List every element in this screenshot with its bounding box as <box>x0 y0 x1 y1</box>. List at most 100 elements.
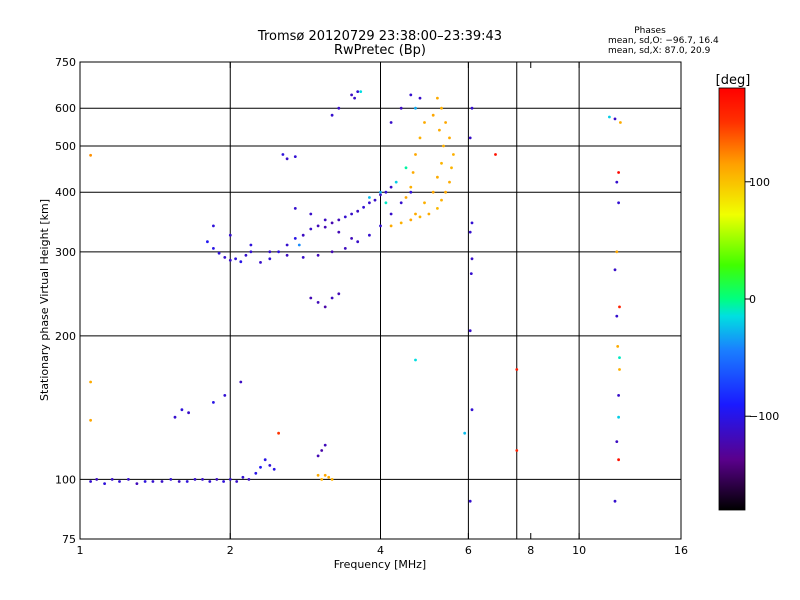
x-tick-label: 16 <box>674 544 688 557</box>
data-point <box>223 256 227 259</box>
data-point <box>89 480 92 483</box>
data-point <box>389 121 393 124</box>
stats-line-x: mean, sd,X: 87.0, 20.9 <box>608 46 711 56</box>
data-point <box>293 237 297 240</box>
data-point <box>494 153 497 156</box>
data-point <box>373 198 377 202</box>
data-point <box>316 224 320 228</box>
data-point <box>427 212 431 216</box>
data-point <box>330 221 334 225</box>
data-point <box>212 224 215 228</box>
data-point <box>337 218 341 222</box>
x-tick-label: 10 <box>572 544 586 557</box>
data-point <box>470 106 474 110</box>
data-point <box>414 153 417 156</box>
data-point <box>268 257 272 261</box>
data-point <box>151 480 155 483</box>
colorbar-ticks: 100 0 −100 <box>745 176 779 423</box>
data-point <box>110 478 114 481</box>
data-point <box>469 272 473 275</box>
data-point <box>613 117 617 121</box>
data-point <box>368 233 371 237</box>
data-point <box>263 458 267 462</box>
data-point <box>404 166 408 170</box>
data-point <box>418 215 422 219</box>
y-ticks: 75 100 200 300 400 500 600 750 <box>55 56 76 546</box>
data-point <box>259 465 262 469</box>
data-point <box>285 243 289 247</box>
data-point <box>470 408 474 412</box>
y-tick-label: 400 <box>55 186 76 199</box>
data-point <box>468 136 472 140</box>
data-point <box>384 190 388 194</box>
y-tick-label: 300 <box>55 246 76 259</box>
data-point <box>409 190 413 194</box>
data-point <box>618 368 621 371</box>
data-point <box>235 480 239 483</box>
data-point <box>143 480 147 483</box>
data-point <box>618 305 621 309</box>
data-point <box>285 157 289 161</box>
data-point <box>323 473 327 477</box>
data-point <box>249 243 253 247</box>
data-point <box>356 90 360 93</box>
data-point <box>418 136 422 140</box>
x-ticks: 1 2 4 6 8 10 16 <box>77 62 688 557</box>
data-point <box>228 233 232 237</box>
data-point <box>468 230 472 234</box>
data-point <box>452 153 455 156</box>
data-point <box>293 207 297 210</box>
data-point <box>615 440 619 443</box>
data-point <box>618 356 621 359</box>
data-point <box>259 261 262 264</box>
data-point <box>330 478 334 481</box>
data-point <box>389 212 393 216</box>
data-point <box>234 257 238 261</box>
colorbar-tick-label: 100 <box>749 176 770 189</box>
data-point <box>208 480 212 483</box>
data-point <box>350 93 353 97</box>
data-point <box>337 106 341 110</box>
x-tick-label: 2 <box>227 544 234 557</box>
data-point <box>399 221 403 225</box>
data-point <box>330 113 334 117</box>
data-point <box>241 475 245 479</box>
data-point <box>463 431 467 435</box>
data-point <box>470 221 474 225</box>
data-point <box>350 212 353 216</box>
data-point <box>309 296 313 300</box>
data-point <box>379 224 382 228</box>
data-point <box>617 394 620 397</box>
y-tick-label: 100 <box>55 473 76 486</box>
data-point <box>177 480 181 483</box>
data-point <box>615 250 619 254</box>
data-point <box>468 329 472 333</box>
data-point <box>608 115 611 119</box>
data-point <box>448 136 451 140</box>
data-point <box>323 443 327 447</box>
data-point <box>297 243 301 247</box>
data-point <box>444 190 447 194</box>
x-axis-label: Frequency [MHz] <box>334 558 426 571</box>
data-point <box>431 113 435 117</box>
grid-lines <box>80 62 681 539</box>
data-point <box>440 161 443 165</box>
x-tick-label: 4 <box>377 544 384 557</box>
data-point <box>285 253 289 257</box>
data-point <box>193 478 197 481</box>
y-tick-label: 75 <box>62 533 76 546</box>
stats-heading: Phases <box>634 26 666 36</box>
data-point <box>201 478 204 481</box>
data-point <box>362 205 365 209</box>
data-points <box>89 90 622 503</box>
data-point <box>359 90 363 93</box>
data-point <box>185 480 189 483</box>
data-point <box>515 449 519 452</box>
data-point <box>616 345 620 348</box>
data-point <box>617 201 620 205</box>
data-point <box>323 305 327 309</box>
y-tick-label: 750 <box>55 56 76 69</box>
data-point <box>470 257 474 261</box>
data-point <box>337 292 341 296</box>
data-point <box>399 201 403 205</box>
